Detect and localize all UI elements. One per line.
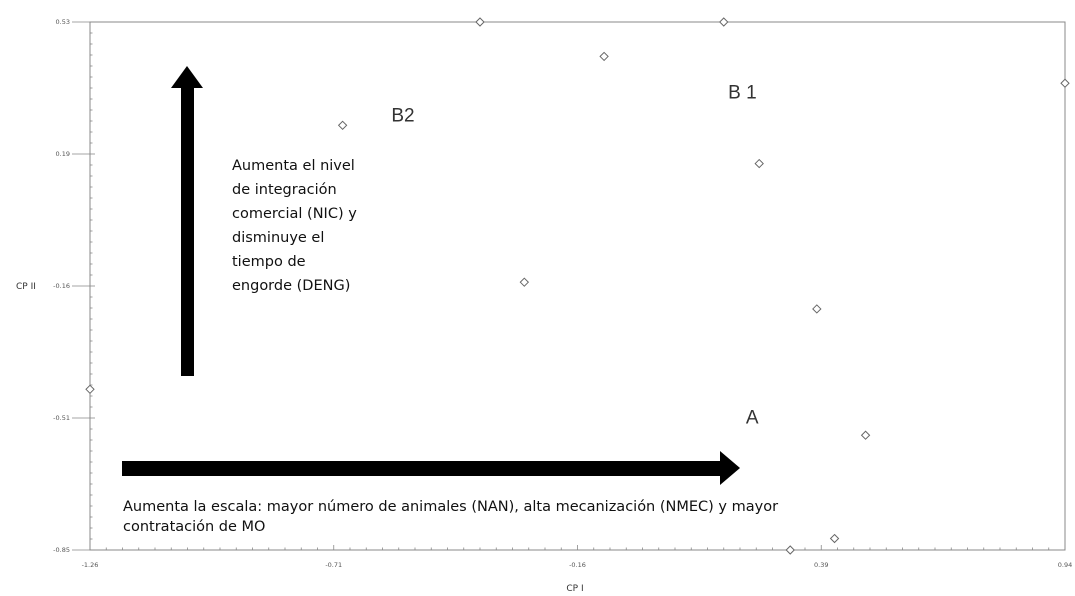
data-point (1060, 78, 1070, 88)
x-tick-label: -1.26 (82, 561, 99, 569)
y-axis-title: CP II (16, 282, 36, 292)
y-tick-label: 0.19 (56, 150, 70, 158)
data-point (599, 51, 609, 62)
vertical-note-line: tiempo de (232, 254, 306, 270)
horizontal-note-line: Aumenta la escala: mayor número de anima… (123, 499, 779, 515)
vertical-arrow-note: Aumenta el nivel de integración comercial … (232, 154, 402, 298)
group-labels: B2 B 1 A (391, 83, 759, 429)
vertical-arrow (171, 66, 203, 376)
horizontal-arrow (122, 451, 740, 485)
x-tick-label: 0.39 (814, 561, 828, 569)
horizontal-note-line: contratación de MO (123, 519, 266, 535)
group-label: B 1 (728, 83, 757, 104)
vertical-note-line: comercial (NIC) y (232, 206, 357, 222)
y-tick-label: -0.85 (53, 546, 70, 554)
data-point (85, 384, 95, 395)
data-point (719, 17, 729, 27)
data-point (785, 545, 795, 555)
vertical-note-line: Aumenta el nivel (232, 158, 355, 174)
data-point (475, 17, 485, 27)
x-axis-ticks: -1.26 -0.71 -0.16 0.39 0.94 (82, 545, 1072, 569)
y-tick-label: 0.53 (56, 18, 70, 26)
x-tick-label: -0.71 (325, 561, 342, 569)
vertical-note-line: engorde (DENG) (232, 278, 351, 294)
horizontal-arrow-note: Aumenta la escala: mayor número de anima… (123, 497, 943, 537)
data-point (829, 533, 840, 544)
y-tick-label: -0.51 (53, 414, 70, 422)
x-tick-label: -0.16 (569, 561, 586, 569)
data-point (860, 430, 871, 440)
group-label: A (746, 408, 759, 429)
data-point (812, 304, 822, 314)
data-point (754, 158, 764, 169)
y-axis-ticks: 0.53 0.19 -0.16 -0.51 -0.85 (53, 18, 95, 554)
data-point (519, 277, 530, 287)
data-points (85, 17, 1070, 555)
group-label: B2 (391, 105, 414, 126)
data-point (337, 120, 348, 131)
vertical-note-line: disminuye el (232, 230, 325, 246)
x-axis-title: CP I (566, 584, 583, 594)
vertical-note-line: de integración (232, 182, 337, 198)
y-tick-label: -0.16 (53, 282, 70, 290)
x-tick-label: 0.94 (1058, 561, 1072, 569)
